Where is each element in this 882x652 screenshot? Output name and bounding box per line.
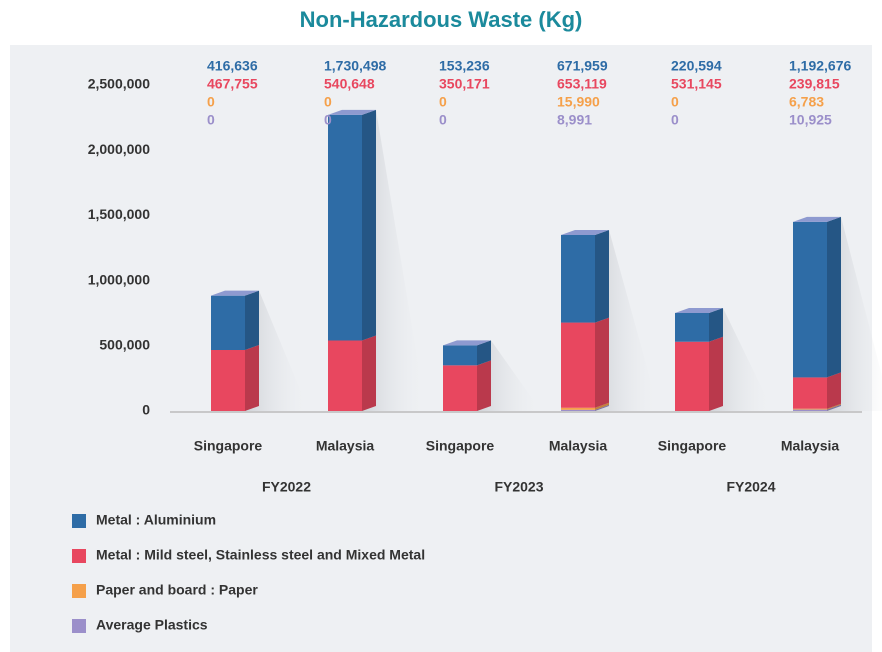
value-label: 15,990	[557, 94, 600, 110]
value-label: 1,192,676	[789, 58, 851, 74]
group-label: FY2024	[726, 479, 775, 495]
bar-segment	[328, 340, 362, 411]
value-label: 467,755	[207, 76, 258, 92]
value-label: 0	[671, 112, 679, 128]
value-label: 540,648	[324, 76, 375, 92]
legend-label: Metal : Mild steel, Stainless steel and …	[96, 547, 425, 563]
bar-side	[477, 340, 491, 366]
legend-swatch	[72, 514, 86, 528]
bar-segment	[793, 409, 827, 411]
bar-side	[595, 404, 609, 411]
legend-swatch	[72, 584, 86, 598]
value-label: 531,145	[671, 76, 722, 92]
bar-top	[443, 340, 491, 346]
bar-segment	[793, 377, 827, 409]
value-label: 0	[439, 94, 447, 110]
bar-segment	[328, 114, 362, 341]
bar-top	[793, 216, 841, 222]
bar-side	[362, 335, 376, 411]
y-tick-label: 2,500,000	[88, 76, 150, 92]
value-label: 220,594	[671, 58, 722, 74]
value-label: 153,236	[439, 58, 490, 74]
y-tick-label: 2,000,000	[88, 141, 150, 157]
bar-shadow	[709, 307, 773, 411]
bar-segment	[443, 345, 477, 366]
legend-swatch	[72, 549, 86, 563]
x-tick-label: Malaysia	[781, 438, 840, 454]
bar-top	[561, 229, 609, 235]
bar-side	[827, 403, 841, 410]
bar-side	[362, 109, 376, 341]
value-label: 0	[324, 94, 332, 110]
bar-segment	[675, 341, 709, 411]
bar-side	[827, 216, 841, 378]
bar-segment	[211, 350, 245, 411]
value-label: 0	[324, 112, 332, 128]
group-label: FY2022	[262, 479, 311, 495]
y-tick-label: 1,000,000	[88, 271, 150, 287]
value-label: 6,783	[789, 94, 824, 110]
bar-segment	[443, 365, 477, 411]
legend-label: Average Plastics	[96, 617, 208, 633]
y-tick-label: 1,500,000	[88, 206, 150, 222]
bar-segment	[793, 221, 827, 378]
x-tick-label: Singapore	[194, 438, 263, 454]
bar-side	[245, 290, 259, 351]
bar-side	[709, 336, 723, 411]
value-label: 8,991	[557, 112, 592, 128]
bar-top	[211, 290, 259, 296]
value-label: 653,119	[557, 76, 607, 92]
bar-shadow	[477, 340, 541, 411]
bar-segment	[561, 407, 595, 410]
bar-side	[827, 404, 841, 411]
value-label: 416,636	[207, 58, 258, 74]
bar-top	[675, 307, 723, 313]
chart-title: Non-Hazardous Waste (Kg)	[300, 7, 583, 32]
group-label: FY2023	[494, 479, 543, 495]
bar-side	[595, 317, 609, 408]
bar-segment	[793, 408, 827, 410]
value-label: 0	[207, 94, 215, 110]
value-label: 0	[439, 112, 447, 128]
y-tick-label: 500,000	[99, 337, 150, 353]
value-label: 239,815	[789, 76, 840, 92]
value-label: 350,171	[439, 76, 490, 92]
bar-side	[595, 229, 609, 323]
bar-side	[827, 372, 841, 409]
value-label: 0	[671, 94, 679, 110]
bar-shadow	[245, 290, 309, 411]
bar-side	[245, 345, 259, 411]
x-tick-label: Singapore	[658, 438, 727, 454]
value-label: 0	[207, 112, 215, 128]
x-tick-label: Malaysia	[316, 438, 375, 454]
x-tick-label: Malaysia	[549, 438, 608, 454]
value-label: 671,959	[557, 58, 608, 74]
y-tick-label: 0	[142, 402, 150, 418]
bar-side	[595, 402, 609, 410]
bar-side	[477, 360, 491, 411]
x-tick-label: Singapore	[426, 438, 495, 454]
value-label: 10,925	[789, 112, 832, 128]
value-label: 1,730,498	[324, 58, 386, 74]
bar-segment	[561, 409, 595, 411]
bar-top	[328, 109, 376, 115]
bar-segment	[561, 322, 595, 408]
bar-segment	[211, 295, 245, 351]
bar-segment	[561, 234, 595, 323]
legend-label: Paper and board : Paper	[96, 582, 258, 598]
legend-swatch	[72, 619, 86, 633]
legend-label: Metal : Aluminium	[96, 512, 216, 528]
bar-shadow	[362, 109, 426, 411]
bar-side	[709, 307, 723, 342]
bar-shadow	[595, 229, 659, 411]
bar-segment	[675, 312, 709, 342]
